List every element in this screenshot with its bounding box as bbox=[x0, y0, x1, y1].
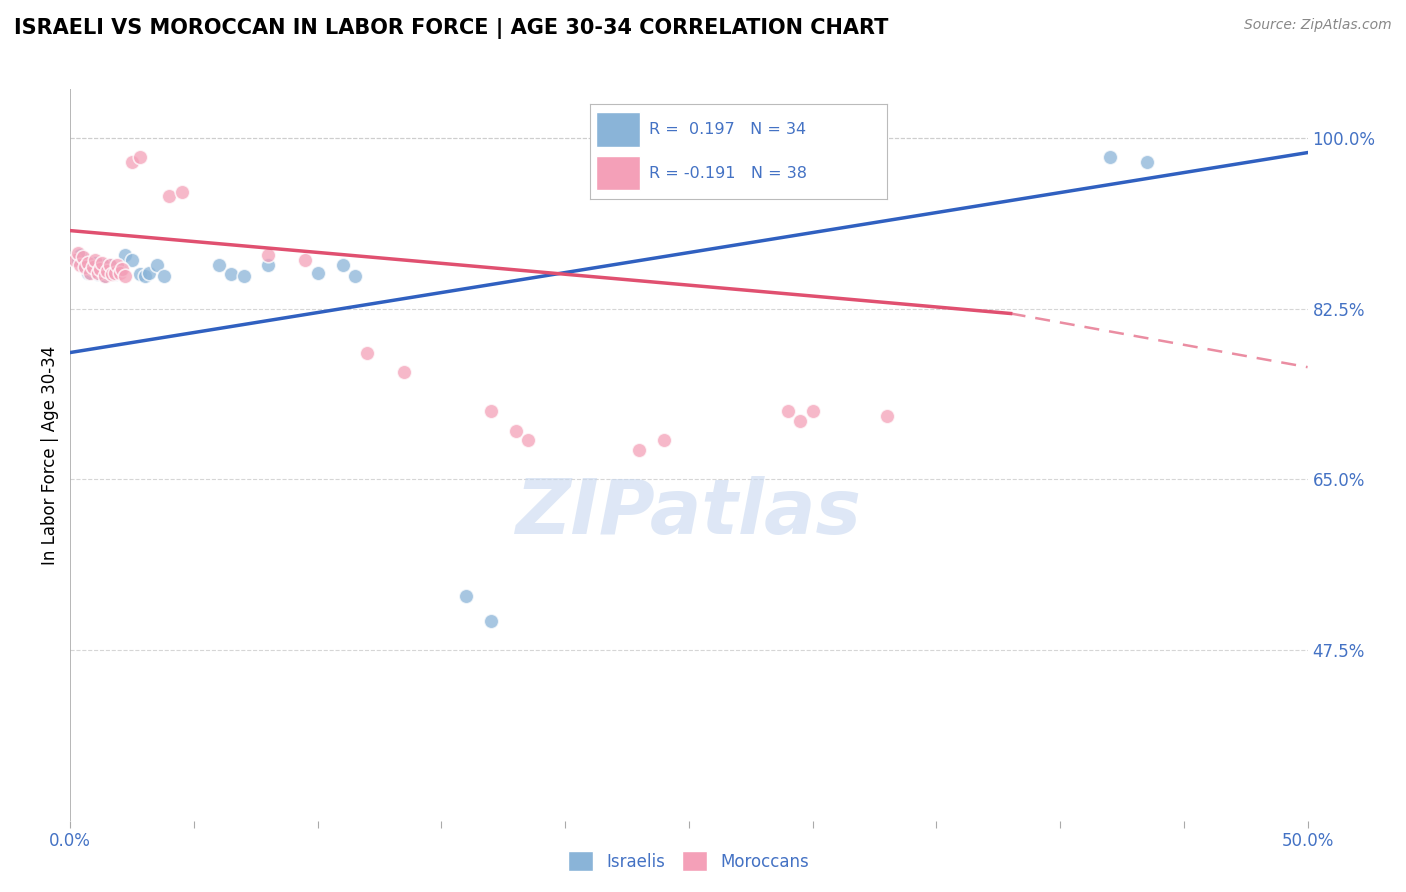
Point bbox=[86, 268, 108, 282]
Point bbox=[69, 248, 91, 262]
Point bbox=[82, 261, 104, 276]
Point bbox=[82, 260, 104, 274]
Point bbox=[108, 266, 131, 280]
Point bbox=[94, 269, 117, 284]
Point bbox=[456, 590, 478, 604]
Point bbox=[776, 404, 799, 418]
Point bbox=[104, 266, 127, 280]
Point bbox=[86, 266, 108, 280]
Point bbox=[104, 268, 127, 282]
Point bbox=[84, 256, 107, 270]
Point bbox=[153, 269, 176, 284]
Point bbox=[96, 263, 118, 277]
Legend: Israelis, Moroccans: Israelis, Moroccans bbox=[562, 845, 815, 878]
Point bbox=[134, 269, 156, 284]
Point bbox=[72, 258, 94, 272]
Point bbox=[66, 246, 89, 260]
Point bbox=[307, 266, 329, 280]
Point bbox=[76, 256, 98, 270]
Point bbox=[232, 269, 254, 284]
Point bbox=[138, 266, 160, 280]
Point bbox=[98, 258, 121, 272]
Point bbox=[108, 262, 131, 277]
Point bbox=[91, 258, 114, 272]
Point bbox=[114, 269, 136, 284]
Point bbox=[789, 414, 811, 428]
Point bbox=[96, 266, 118, 280]
Point bbox=[105, 258, 128, 272]
Point bbox=[101, 268, 124, 282]
Point bbox=[79, 266, 101, 280]
Text: Source: ZipAtlas.com: Source: ZipAtlas.com bbox=[1244, 18, 1392, 32]
Point bbox=[89, 262, 111, 277]
Point bbox=[114, 248, 136, 262]
Point bbox=[65, 252, 87, 267]
Point bbox=[89, 261, 111, 276]
Point bbox=[75, 260, 97, 274]
Point bbox=[356, 345, 378, 359]
Point bbox=[801, 404, 824, 418]
Point bbox=[479, 614, 502, 628]
Text: ZIPatlas: ZIPatlas bbox=[516, 476, 862, 550]
Point bbox=[332, 258, 354, 272]
Point bbox=[876, 409, 898, 423]
Point bbox=[652, 434, 675, 448]
Point bbox=[257, 248, 280, 262]
Point bbox=[219, 268, 242, 282]
Point bbox=[505, 424, 527, 438]
Point bbox=[146, 258, 169, 272]
Point bbox=[170, 185, 193, 199]
Y-axis label: In Labor Force | Age 30-34: In Labor Force | Age 30-34 bbox=[41, 345, 59, 565]
Point bbox=[1098, 151, 1121, 165]
Point bbox=[72, 250, 94, 264]
Point bbox=[394, 365, 416, 379]
Point bbox=[128, 151, 150, 165]
Point bbox=[517, 434, 540, 448]
Point bbox=[1136, 155, 1159, 169]
Point bbox=[84, 252, 107, 267]
Text: ISRAELI VS MOROCCAN IN LABOR FORCE | AGE 30-34 CORRELATION CHART: ISRAELI VS MOROCCAN IN LABOR FORCE | AGE… bbox=[14, 18, 889, 39]
Point bbox=[128, 268, 150, 282]
Point bbox=[91, 256, 114, 270]
Point bbox=[479, 404, 502, 418]
Point bbox=[111, 261, 134, 276]
Point bbox=[94, 269, 117, 284]
Point bbox=[98, 258, 121, 272]
Point bbox=[79, 258, 101, 272]
Point bbox=[257, 258, 280, 272]
Point bbox=[343, 269, 366, 284]
Point bbox=[76, 266, 98, 280]
Point bbox=[121, 155, 143, 169]
Point bbox=[75, 260, 97, 274]
Point bbox=[66, 252, 89, 267]
Point bbox=[69, 258, 91, 272]
Point bbox=[294, 252, 316, 267]
Point bbox=[628, 443, 651, 458]
Point bbox=[121, 252, 143, 267]
Point bbox=[157, 189, 180, 203]
Point bbox=[208, 258, 231, 272]
